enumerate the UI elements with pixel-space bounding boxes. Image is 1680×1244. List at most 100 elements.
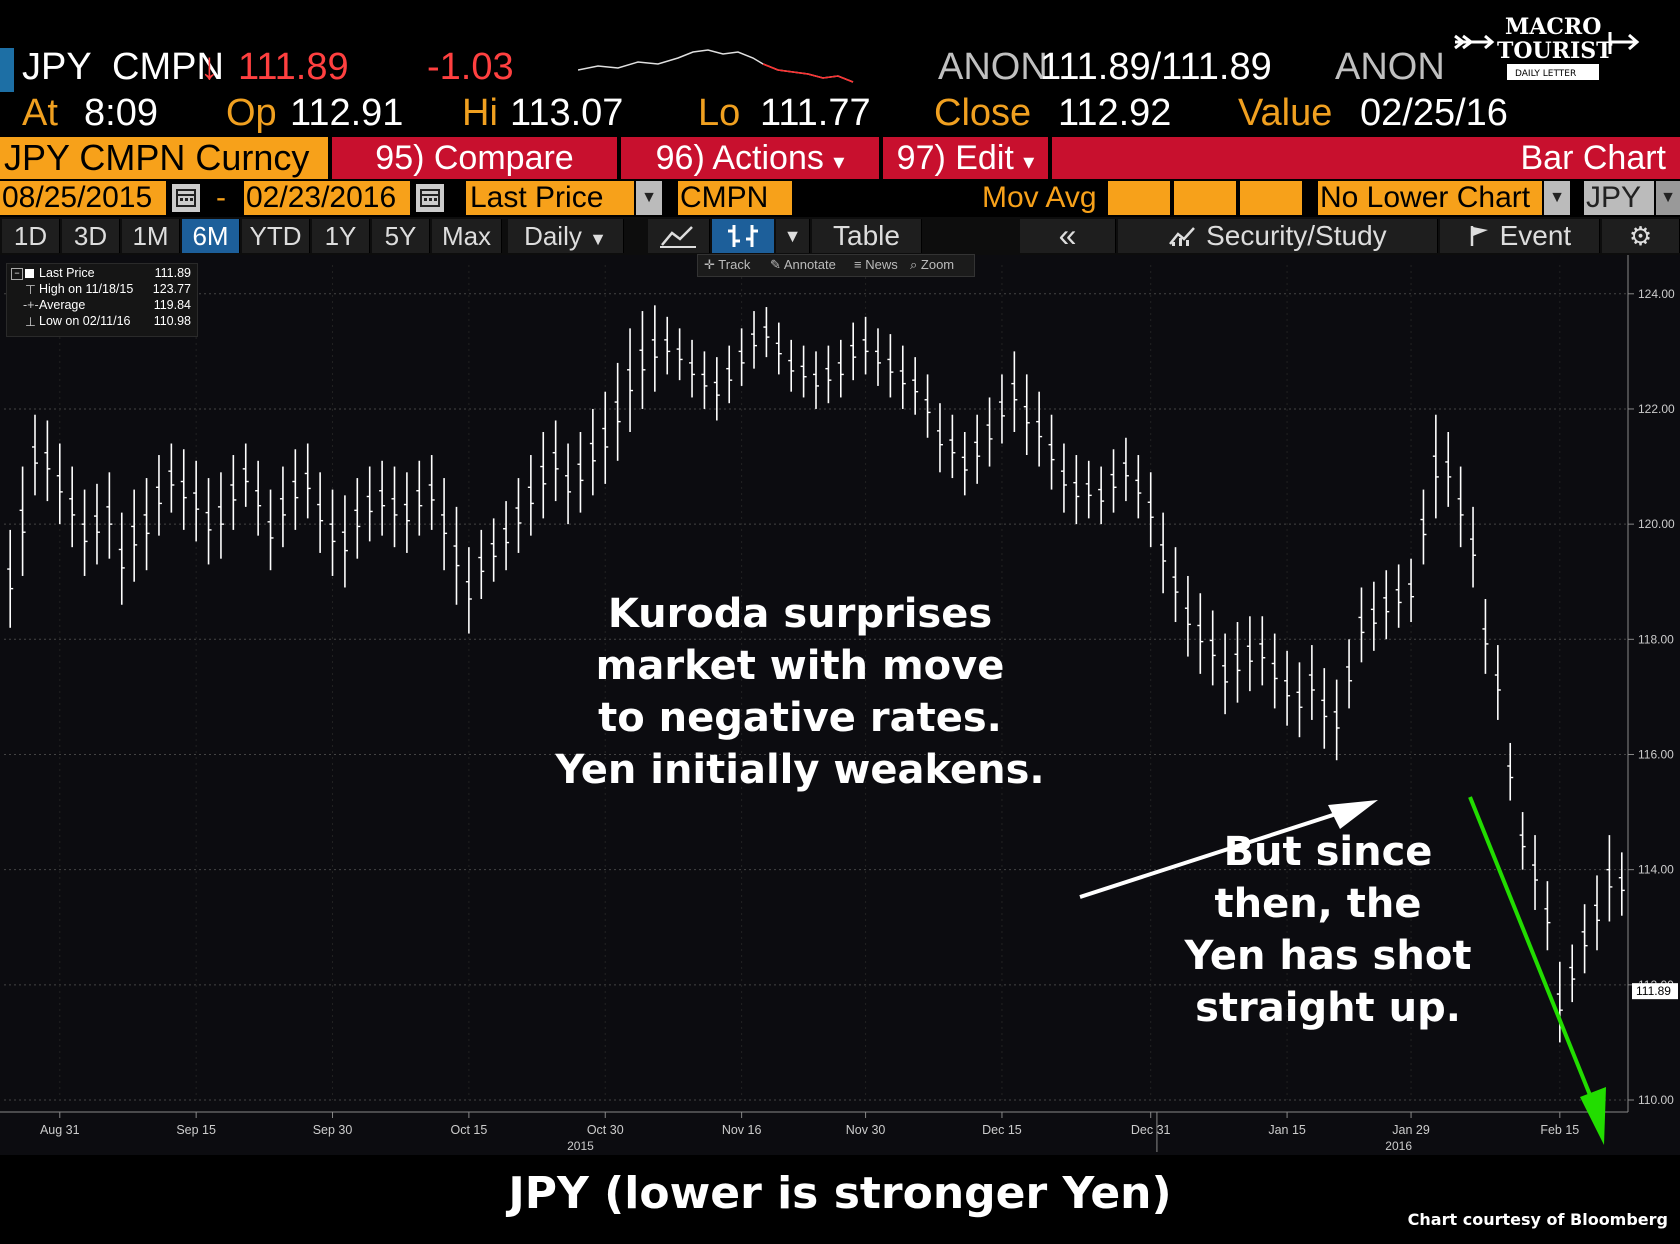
flag-icon (1470, 226, 1488, 246)
track-button[interactable]: ✛ Track (704, 257, 750, 273)
event-button[interactable]: Event (1440, 219, 1600, 253)
ohlc-bar (862, 316, 869, 375)
table-button[interactable]: Table (812, 219, 922, 253)
event-label: Event (1499, 220, 1572, 251)
period-button-6m[interactable]: 6M (182, 219, 240, 253)
news-icon: ≡ (854, 257, 862, 272)
mov-avg-field-2[interactable] (1174, 181, 1236, 215)
ohlc-bar (540, 432, 547, 519)
period-button-5y[interactable]: 5Y (372, 219, 430, 253)
ohlc-bar (1370, 581, 1377, 651)
period-button-1d[interactable]: 1D (2, 219, 60, 253)
ohlc-bar (874, 328, 881, 386)
x-tick-label-2: Sep 30 (313, 1123, 353, 1137)
start-calendar-icon[interactable] (172, 184, 200, 212)
open-value: 112.91 (290, 92, 404, 134)
ohlc-bar (1445, 432, 1452, 507)
ohlc-bar (56, 443, 63, 525)
edit-button[interactable]: 97) Edit ▾ (883, 137, 1048, 179)
x-tick-label-0: Aug 31 (40, 1123, 80, 1137)
end-calendar-icon[interactable] (416, 184, 444, 212)
chart-area[interactable]: 124.00122.00120.00118.00116.00114.00112.… (0, 255, 1680, 1155)
mov-avg-field-1[interactable] (1108, 181, 1170, 215)
ohlc-bar (428, 455, 435, 530)
gear-icon[interactable]: ⚙ (1602, 219, 1680, 253)
zoom-button[interactable]: ⌕ Zoom (910, 257, 954, 273)
start-date-field[interactable]: 08/25/2015 (0, 181, 166, 215)
period-button-1y[interactable]: 1Y (312, 219, 370, 253)
lower-chart-select[interactable]: No Lower Chart (1318, 181, 1542, 215)
ohlc-bar (1172, 547, 1179, 623)
quote-time: 8:09 (84, 92, 158, 134)
period-button-ytd[interactable]: YTD (242, 219, 310, 253)
ohlc-bar (676, 328, 683, 381)
security-tab-marker[interactable] (0, 48, 14, 92)
ohlc-bar (379, 460, 386, 536)
ohlc-bar (7, 529, 14, 628)
security-study-button[interactable]: Security/Study (1118, 219, 1438, 253)
ohlc-bar (887, 334, 894, 398)
ohlc-bar (1544, 881, 1551, 951)
line-chart-icon[interactable] (648, 219, 710, 253)
at-label: At (22, 92, 58, 134)
ohlc-bar (813, 351, 819, 409)
legend-collapse-icon[interactable]: − (11, 268, 23, 280)
value-date: 02/25/16 (1360, 92, 1508, 134)
news-button[interactable]: ≡ News (854, 257, 898, 272)
frequency-select[interactable]: Daily ▼ (508, 219, 624, 253)
chart-legend[interactable]: − Last Price 111.89 ⊤ High on 11/18/15 1… (6, 263, 198, 337)
compare-button[interactable]: 95) Compare (332, 137, 617, 179)
kuroda-text-1: Kuroda surprises (608, 591, 992, 637)
track-label: Track (718, 257, 751, 272)
ohlc-bar (726, 345, 733, 404)
actions-button[interactable]: 96) Actions ▾ (621, 137, 879, 179)
ohlc-bar (1209, 610, 1216, 686)
price-field-select[interactable]: Last Price (466, 181, 634, 215)
ohlc-bar (155, 455, 162, 536)
ohlc-bar (403, 472, 410, 553)
period-button-1m[interactable]: 1M (122, 219, 180, 253)
ohlc-bar (1160, 512, 1167, 594)
magnifier-icon: ⌕ (910, 257, 918, 272)
last-price: 111.89 (238, 46, 349, 88)
period-button-max[interactable]: Max (432, 219, 502, 253)
green-arrow (1468, 796, 1600, 1116)
ohlc-bar (1308, 645, 1315, 720)
y-tick-label-4: 116.00 (1638, 747, 1674, 761)
legend-high-value: 123.77 (152, 282, 191, 296)
actions-label: 96) Actions (655, 139, 824, 177)
source-field[interactable]: CMPN (678, 181, 792, 215)
kuroda-text-3: to negative rates. (598, 695, 1002, 741)
bar-chart-icon[interactable] (712, 219, 774, 253)
ticker-symbol[interactable]: JPY (22, 46, 92, 88)
kuroda-arrowhead (1328, 800, 1378, 829)
y-tick-label-2: 120.00 (1638, 517, 1675, 531)
period-button-3d[interactable]: 3D (62, 219, 120, 253)
pencil-icon: ✎ (770, 257, 781, 272)
currency-select[interactable]: JPY (1584, 181, 1654, 215)
price-field-dropdown-icon[interactable]: ▼ (636, 181, 662, 215)
ohlc-bar (1333, 679, 1340, 761)
ohlc-bar (1432, 414, 1439, 519)
legend-high-label: High on 11/18/15 (39, 282, 134, 296)
x-tick-label-3: Oct 15 (450, 1123, 487, 1137)
ohlc-bar (1073, 455, 1080, 525)
security-field[interactable]: JPY CMPN Curncy (0, 137, 328, 179)
end-date-field[interactable]: 02/23/2016 (244, 181, 410, 215)
bid-ask: 111.89/111.89 (1040, 46, 1272, 88)
ohlc-bar (180, 449, 187, 530)
annotate-button[interactable]: ✎ Annotate (770, 257, 836, 273)
lower-chart-dropdown-icon[interactable]: ▼ (1544, 181, 1570, 215)
chart-credit: Chart courtesy of Bloomberg (1407, 1210, 1668, 1229)
ohlc-bar (31, 414, 38, 496)
mov-avg-field-3[interactable] (1240, 181, 1302, 215)
x-tick-label-7: Dec 15 (982, 1123, 1022, 1137)
annotate-label: Annotate (783, 257, 836, 272)
currency-dropdown-icon[interactable]: ▼ (1656, 181, 1680, 215)
price-chart: 124.00122.00120.00118.00116.00114.00112.… (0, 255, 1678, 1153)
legend-avg-label: Average (39, 298, 86, 312)
collapse-icon[interactable]: « (1020, 219, 1116, 253)
chart-style-dropdown-icon[interactable]: ▼ (776, 219, 810, 253)
y-tick-label-7: 110.00 (1638, 1093, 1674, 1107)
ohlc-bar (1023, 374, 1030, 456)
